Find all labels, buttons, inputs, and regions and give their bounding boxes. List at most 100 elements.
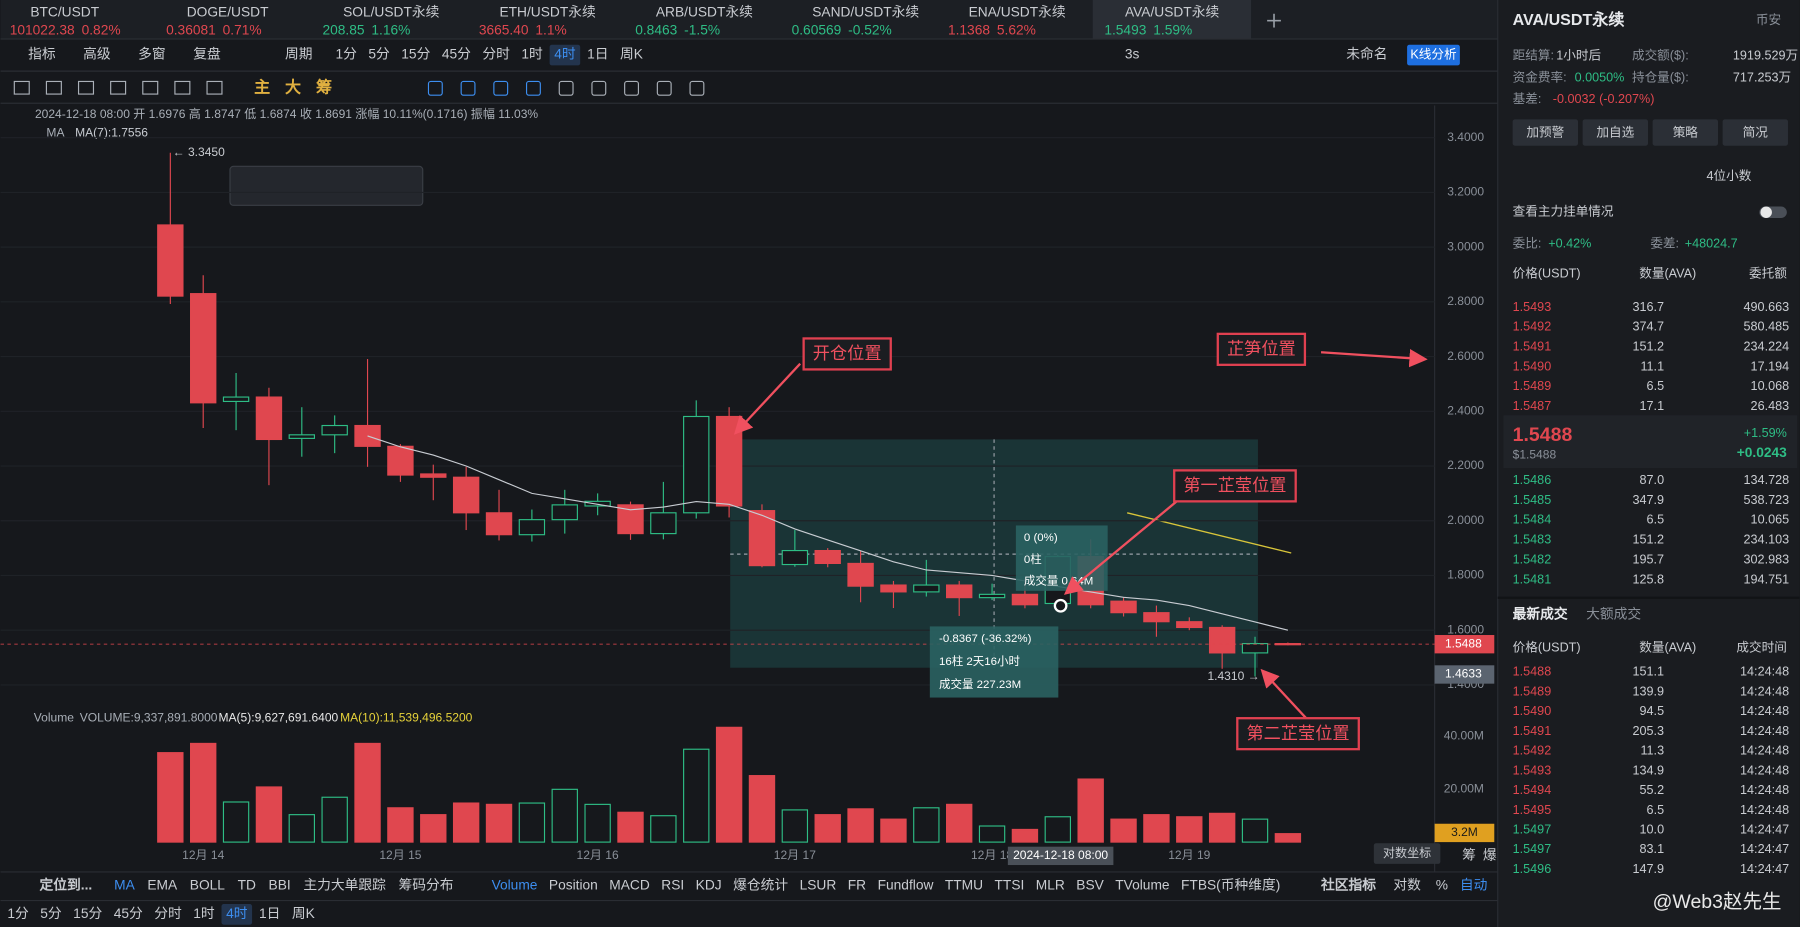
tab[interactable]: 大额成交 xyxy=(1586,606,1641,622)
sub-indicator[interactable]: BSV xyxy=(1076,877,1104,892)
tool-label[interactable]: 大 xyxy=(285,78,301,97)
main-indicator[interactable]: EMA xyxy=(147,877,178,892)
sub-indicator[interactable]: RSI xyxy=(661,877,684,892)
toolbar-item[interactable]: 高级 xyxy=(83,46,111,62)
tool-icon[interactable] xyxy=(427,80,443,96)
tool-icon[interactable] xyxy=(525,80,541,96)
panel-btn[interactable] xyxy=(1582,119,1649,146)
interval[interactable]: 4时 xyxy=(226,906,248,921)
tool-label[interactable]: 主 xyxy=(254,78,270,97)
sub-indicator[interactable]: Position xyxy=(549,877,598,892)
main-indicator[interactable]: BOLL xyxy=(190,877,226,892)
ticker-pair[interactable]: ETH/USDT永续 xyxy=(499,4,596,19)
analysis-btn[interactable] xyxy=(1407,44,1460,66)
toolbar-item[interactable]: 周期 xyxy=(285,47,313,62)
sub-indicator[interactable]: MACD xyxy=(609,877,650,892)
side-icon[interactable]: 爆 xyxy=(1483,848,1497,863)
ticker-pair[interactable]: BTC/USDT xyxy=(30,4,99,19)
ticker-pair[interactable]: SAND/USDT永续 xyxy=(812,4,919,19)
sub-indicator[interactable]: TTSI xyxy=(995,877,1025,892)
toolbar-item[interactable]: 复盘 xyxy=(193,46,221,62)
decimals[interactable]: 4位小数 xyxy=(1707,169,1752,183)
draw-toolbar[interactable] xyxy=(229,165,424,206)
tool-icon[interactable] xyxy=(206,80,223,95)
sub-indicator[interactable]: FR xyxy=(848,877,866,892)
toolbar-item[interactable]: 多窗 xyxy=(138,46,166,62)
interval[interactable]: 5分 xyxy=(40,906,62,921)
panel-btn[interactable] xyxy=(1512,119,1579,146)
refresh[interactable]: 3s xyxy=(1125,47,1140,62)
sub-indicator[interactable]: Fundflow xyxy=(878,877,934,892)
interval[interactable]: 1时 xyxy=(521,47,543,62)
interval[interactable]: 1日 xyxy=(259,906,280,921)
interval[interactable]: 分时 xyxy=(482,47,510,62)
ticker-pair[interactable]: AVA/USDT永续 xyxy=(1125,4,1219,19)
interval[interactable]: 周K xyxy=(620,47,644,62)
auto-toggle[interactable]: 自动 xyxy=(1460,877,1488,892)
main-indicator[interactable]: BBI xyxy=(269,877,291,892)
tool-label[interactable]: 筹 xyxy=(316,78,332,97)
panel-btn-label[interactable]: 简况 xyxy=(1743,125,1769,139)
depth-link[interactable]: 查看主力挂单情况 xyxy=(1513,205,1614,219)
tool-icon[interactable] xyxy=(460,80,476,96)
sub-indicator[interactable]: TVolume xyxy=(1115,877,1170,892)
side-icon[interactable]: 筹 xyxy=(1462,847,1476,863)
panel-btn[interactable] xyxy=(1652,119,1719,146)
locate[interactable]: 定位到... xyxy=(40,876,93,892)
interval[interactable]: 45分 xyxy=(114,906,143,921)
layout-name[interactable]: 未命名 xyxy=(1346,46,1387,62)
tool-icon[interactable] xyxy=(493,80,509,96)
main-indicator[interactable]: MA xyxy=(114,877,135,892)
ticker-pair[interactable]: ENA/USDT永续 xyxy=(969,4,1066,19)
tool-icon[interactable] xyxy=(656,80,672,96)
panel-btn-label[interactable]: 加自选 xyxy=(1596,125,1634,139)
tool-icon[interactable] xyxy=(624,80,639,96)
ticker-pair[interactable]: ARB/USDT永续 xyxy=(656,4,753,19)
main-indicator[interactable]: 筹码分布 xyxy=(398,876,453,892)
add-tab[interactable] xyxy=(1267,13,1281,28)
sub-indicator[interactable]: MLR xyxy=(1036,877,1065,892)
analysis[interactable]: K线分析 xyxy=(1410,47,1457,61)
pct-toggle[interactable]: % xyxy=(1436,877,1448,892)
interval[interactable]: 15分 xyxy=(73,906,102,921)
sub-indicator[interactable]: TTMU xyxy=(945,877,983,892)
interval[interactable]: 1日 xyxy=(587,47,608,62)
sub-indicator[interactable]: LSUR xyxy=(800,877,837,892)
toolbar-item[interactable]: 指标 xyxy=(28,47,56,62)
interval[interactable]: 4时 xyxy=(554,47,576,62)
tool-icon[interactable] xyxy=(174,80,191,95)
interval[interactable]: 15分 xyxy=(401,47,430,62)
tool-icon[interactable] xyxy=(110,80,127,95)
ticker-pair[interactable]: DOGE/USDT xyxy=(187,4,269,19)
sub-indicator[interactable]: KDJ xyxy=(696,877,722,892)
interval[interactable]: 1分 xyxy=(7,906,29,921)
log-toggle[interactable]: 对数 xyxy=(1393,877,1421,892)
main-indicator[interactable]: 主力大单跟踪 xyxy=(303,877,386,892)
tool-icon[interactable] xyxy=(558,80,574,96)
y-tick-label: 1.6000 xyxy=(1447,622,1484,636)
sub-indicator[interactable]: 爆仓统计 xyxy=(733,877,788,892)
tool-icon[interactable] xyxy=(13,80,30,95)
tool-icon[interactable] xyxy=(142,80,159,95)
interval[interactable]: 1时 xyxy=(193,906,215,921)
tool-icon[interactable] xyxy=(77,80,95,95)
main-indicator[interactable]: TD xyxy=(238,877,256,892)
panel-btn[interactable] xyxy=(1722,119,1788,146)
sub-indicator[interactable]: FTBS(币种维度) xyxy=(1181,877,1280,892)
ticker-pair[interactable]: SOL/USDT永续 xyxy=(343,4,440,19)
interval[interactable]: 5分 xyxy=(368,47,390,62)
handle[interactable] xyxy=(1053,598,1068,613)
tool-icon[interactable] xyxy=(591,80,607,96)
panel-btn-label[interactable]: 加预警 xyxy=(1526,124,1564,139)
tool-icon[interactable] xyxy=(45,80,62,95)
tool-icon[interactable] xyxy=(689,80,705,96)
community[interactable]: 社区指标 xyxy=(1320,876,1376,892)
interval[interactable]: 分时 xyxy=(154,906,182,921)
sub-indicator[interactable]: Volume xyxy=(492,877,538,892)
candle-body xyxy=(1208,626,1236,654)
interval[interactable]: 1分 xyxy=(336,47,358,62)
interval[interactable]: 周K xyxy=(292,906,316,921)
panel-btn-label[interactable]: 策略 xyxy=(1673,124,1699,139)
tab[interactable]: 最新成交 xyxy=(1513,606,1568,622)
interval[interactable]: 45分 xyxy=(442,47,471,62)
